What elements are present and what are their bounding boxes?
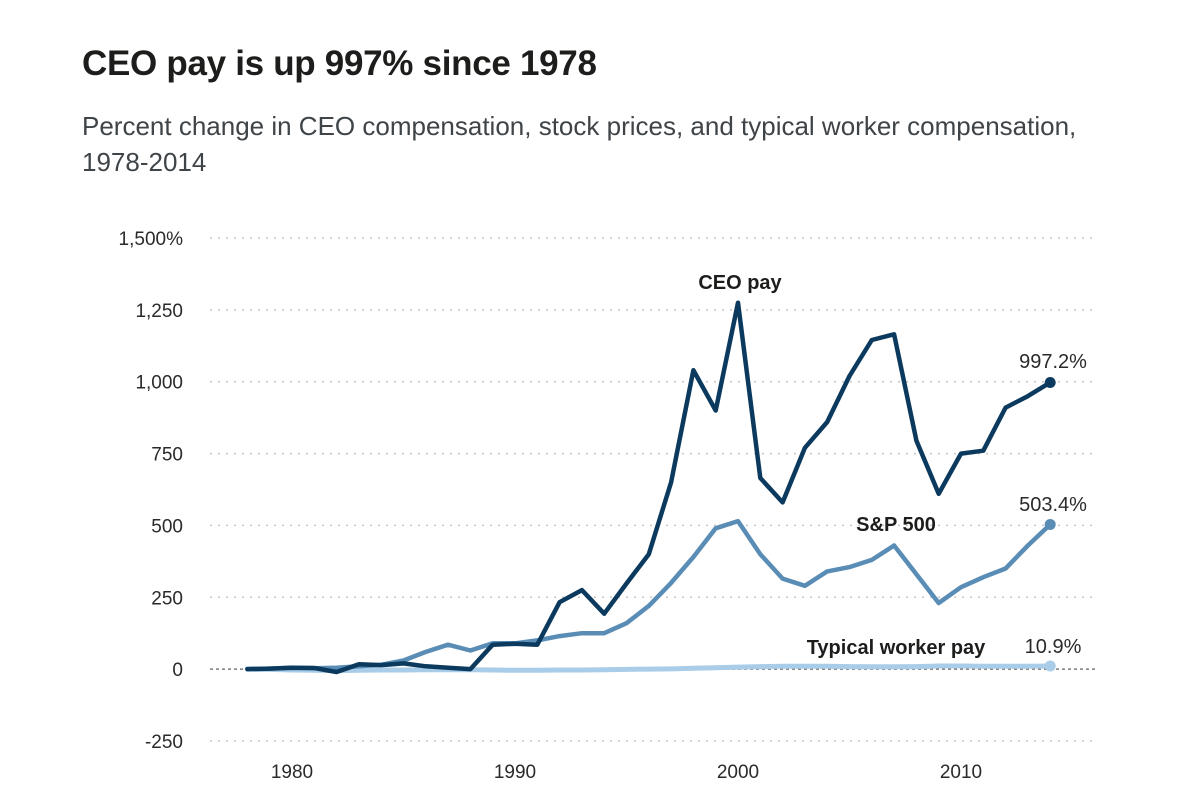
series-lines xyxy=(244,300,1056,675)
series-labels: CEO pay S&P 500 Typical worker pay 997.2… xyxy=(698,272,1087,659)
chart-subtitle: Percent change in CEO compensation, stoc… xyxy=(82,111,1077,177)
x-tick-label: 2010 xyxy=(940,762,982,783)
x-tick-label: 1990 xyxy=(494,762,536,783)
y-tick-label: 250 xyxy=(151,588,183,609)
y-tick-label: 1,250 xyxy=(135,301,183,322)
end-label-sp500: 503.4% xyxy=(1019,494,1087,516)
series-line-worker-pay xyxy=(244,663,1053,674)
x-tick-label: 1980 xyxy=(271,762,313,783)
end-point-ceo-pay xyxy=(1044,377,1056,389)
series-label-worker-pay: Typical worker pay xyxy=(807,637,986,659)
end-point-worker-pay xyxy=(1044,660,1056,672)
end-label-worker-pay: 10.9% xyxy=(1025,636,1082,658)
y-tick-label: 0 xyxy=(172,660,183,681)
y-axis-ticks: 1,500% 1,250 1,000 750 500 250 0 -250 xyxy=(119,229,184,753)
end-label-ceo-pay: 997.2% xyxy=(1019,351,1087,373)
y-tick-label: 1,500% xyxy=(119,229,184,250)
series-label-ceo-pay: CEO pay xyxy=(698,272,782,294)
end-point-sp500 xyxy=(1044,518,1056,530)
x-axis-ticks: 1980 1990 2000 2010 xyxy=(271,762,982,783)
y-tick-label: 500 xyxy=(151,516,183,537)
x-tick-label: 2000 xyxy=(717,762,759,783)
y-tick-label: 750 xyxy=(151,445,183,466)
series-label-sp500: S&P 500 xyxy=(856,514,936,536)
chart-title: CEO pay is up 997% since 1978 xyxy=(82,44,597,83)
y-tick-label: -250 xyxy=(145,732,183,753)
y-tick-label: 1,000 xyxy=(135,373,183,394)
series-line-ceo-pay xyxy=(245,300,1053,675)
